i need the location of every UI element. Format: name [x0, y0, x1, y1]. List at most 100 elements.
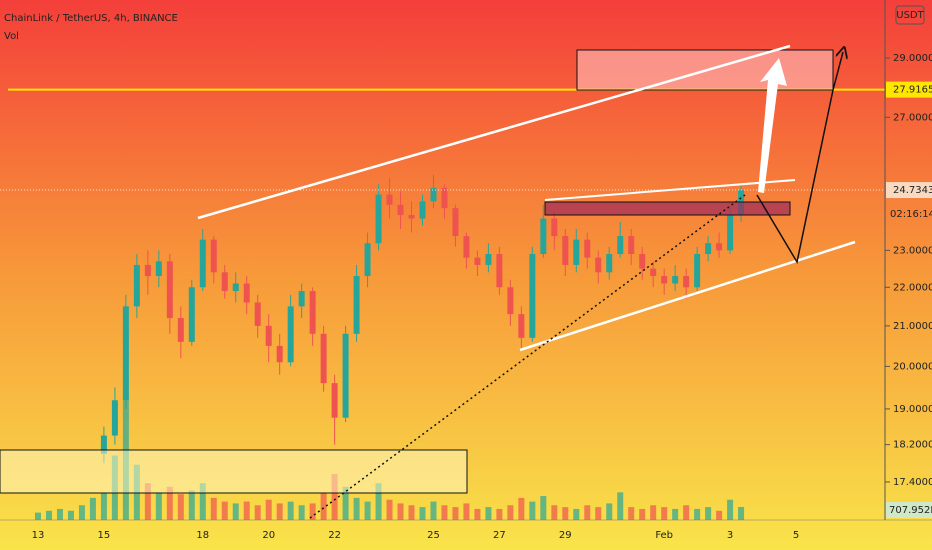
- wedge-top: [544, 179, 796, 201]
- channel-bottom: [519, 240, 856, 352]
- countdown: 02:16:14: [890, 209, 932, 220]
- candle-body: [595, 257, 602, 273]
- volume-bar: [474, 508, 481, 520]
- volume-bar: [628, 507, 635, 520]
- currency: USDT: [896, 10, 924, 21]
- x-tick-label: 13: [32, 530, 45, 541]
- candle-body: [287, 306, 294, 363]
- volume-bar: [738, 506, 745, 520]
- projection-path: [756, 52, 843, 265]
- volume-bar: [419, 507, 426, 520]
- volume-bar: [661, 507, 668, 520]
- y-tick-label: 22.0000: [893, 282, 932, 293]
- support-trend: [309, 194, 746, 519]
- candle-body: [562, 236, 569, 265]
- candle-body: [353, 276, 360, 334]
- candle-body: [331, 383, 338, 418]
- y-tick-label: 20.0000: [893, 361, 932, 372]
- candle-body: [397, 204, 404, 216]
- candle-body: [199, 239, 206, 288]
- volume-bar: [309, 503, 316, 520]
- x-tick-label: 15: [98, 530, 111, 541]
- candle-body: [496, 254, 503, 288]
- volume-bar: [342, 486, 349, 520]
- x-tick-label: 5: [793, 530, 799, 541]
- volume-bar: [507, 505, 514, 520]
- volume-bar: [595, 507, 602, 520]
- candle-body: [166, 261, 173, 319]
- candle-body: [672, 276, 679, 284]
- y-tick-label: 29.0000: [893, 53, 932, 64]
- candle-body: [441, 187, 448, 209]
- candle-body: [243, 283, 250, 303]
- volume-bar: [67, 510, 74, 520]
- candle-body: [540, 218, 547, 255]
- candle-body: [221, 272, 228, 292]
- volume-bar: [78, 505, 85, 520]
- x-tick-label: 20: [262, 530, 275, 541]
- candle-body: [144, 264, 151, 277]
- channel-top: [197, 44, 791, 220]
- candle-body: [342, 333, 349, 418]
- candle-body: [661, 276, 668, 284]
- volume-bar: [452, 507, 459, 520]
- volume-bar: [155, 492, 162, 520]
- projection-arrow: [758, 58, 787, 193]
- volume-bar: [639, 508, 646, 520]
- candle-body: [452, 208, 459, 237]
- candle-body: [727, 215, 734, 251]
- volume-bar: [199, 483, 206, 520]
- candle-body: [529, 254, 536, 338]
- volume-bar: [683, 505, 690, 520]
- volume-bar: [144, 483, 151, 520]
- candle-pane: [0, 88, 885, 464]
- volume-bar: [254, 505, 261, 520]
- candle-body: [386, 194, 393, 205]
- volume-bar: [331, 473, 338, 520]
- volume-bar: [386, 499, 393, 520]
- volume-value-label: 707.952K: [889, 505, 932, 516]
- candle-body: [309, 291, 316, 334]
- volume-bar: [287, 501, 294, 520]
- y-tick-label: 17.4000: [893, 477, 932, 488]
- level-label-box: [886, 81, 932, 98]
- volume-bar: [56, 508, 63, 520]
- demand-zone: [0, 449, 468, 494]
- last-price-label: 24.7343: [893, 185, 932, 196]
- candle-body: [111, 400, 118, 436]
- volume-bar: [617, 492, 624, 520]
- candle-body: [210, 239, 217, 273]
- volume-bar: [232, 503, 239, 520]
- candle-body: [584, 239, 591, 258]
- volume-bar: [551, 505, 558, 520]
- candle-body: [177, 318, 184, 342]
- candle-body: [419, 201, 426, 219]
- candle-body: [265, 325, 272, 346]
- y-tick-label: 21.0000: [893, 321, 932, 332]
- volume-bar: [716, 510, 723, 520]
- candle-body: [430, 187, 437, 202]
- volume-bar: [408, 505, 415, 520]
- volume-bar: [221, 501, 228, 520]
- candle-body: [375, 194, 382, 244]
- volume-bar: [375, 483, 382, 520]
- x-tick-label: 22: [328, 530, 341, 541]
- volume-bar: [276, 503, 283, 520]
- x-tick-label: 27: [493, 530, 506, 541]
- volume-label: Vol: [4, 31, 19, 42]
- volume-label-box: [886, 502, 932, 518]
- candle-body: [463, 236, 470, 258]
- candle-body: [254, 302, 261, 326]
- candle-body: [683, 276, 690, 288]
- y-tick-label: 27.0000: [893, 112, 932, 123]
- candle-body: [650, 268, 657, 277]
- level-label: 27.9165: [893, 85, 932, 96]
- volume-bar: [694, 508, 701, 520]
- candle-body: [320, 333, 327, 384]
- volume-bar: [188, 490, 195, 520]
- candle-body: [155, 261, 162, 277]
- volume-bar: [463, 503, 470, 520]
- volume-bar: [298, 505, 305, 520]
- candle-body: [408, 215, 415, 219]
- candle-body: [639, 254, 646, 269]
